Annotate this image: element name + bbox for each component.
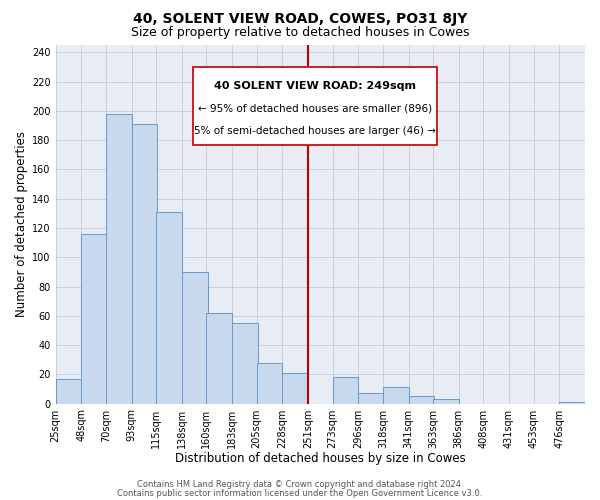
- Bar: [82, 234, 107, 404]
- Text: Size of property relative to detached houses in Cowes: Size of property relative to detached ho…: [131, 26, 469, 39]
- Bar: [283, 373, 308, 404]
- Bar: [383, 388, 409, 404]
- X-axis label: Distribution of detached houses by size in Cowes: Distribution of detached houses by size …: [175, 452, 466, 465]
- Bar: [433, 399, 459, 404]
- Bar: [156, 212, 182, 404]
- FancyBboxPatch shape: [193, 66, 437, 146]
- Bar: [332, 378, 358, 404]
- Text: ← 95% of detached houses are smaller (896): ← 95% of detached houses are smaller (89…: [198, 104, 432, 114]
- Bar: [131, 124, 157, 404]
- Bar: [358, 394, 384, 404]
- Bar: [559, 402, 585, 404]
- Bar: [56, 378, 82, 404]
- Bar: [257, 362, 283, 404]
- Text: Contains HM Land Registry data © Crown copyright and database right 2024.: Contains HM Land Registry data © Crown c…: [137, 480, 463, 489]
- Y-axis label: Number of detached properties: Number of detached properties: [15, 132, 28, 318]
- Bar: [206, 313, 232, 404]
- Bar: [232, 323, 258, 404]
- Bar: [182, 272, 208, 404]
- Bar: [106, 114, 131, 404]
- Text: 40 SOLENT VIEW ROAD: 249sqm: 40 SOLENT VIEW ROAD: 249sqm: [214, 81, 416, 91]
- Bar: [409, 396, 434, 404]
- Text: Contains public sector information licensed under the Open Government Licence v3: Contains public sector information licen…: [118, 488, 482, 498]
- Text: 40, SOLENT VIEW ROAD, COWES, PO31 8JY: 40, SOLENT VIEW ROAD, COWES, PO31 8JY: [133, 12, 467, 26]
- Text: 5% of semi-detached houses are larger (46) →: 5% of semi-detached houses are larger (4…: [194, 126, 436, 136]
